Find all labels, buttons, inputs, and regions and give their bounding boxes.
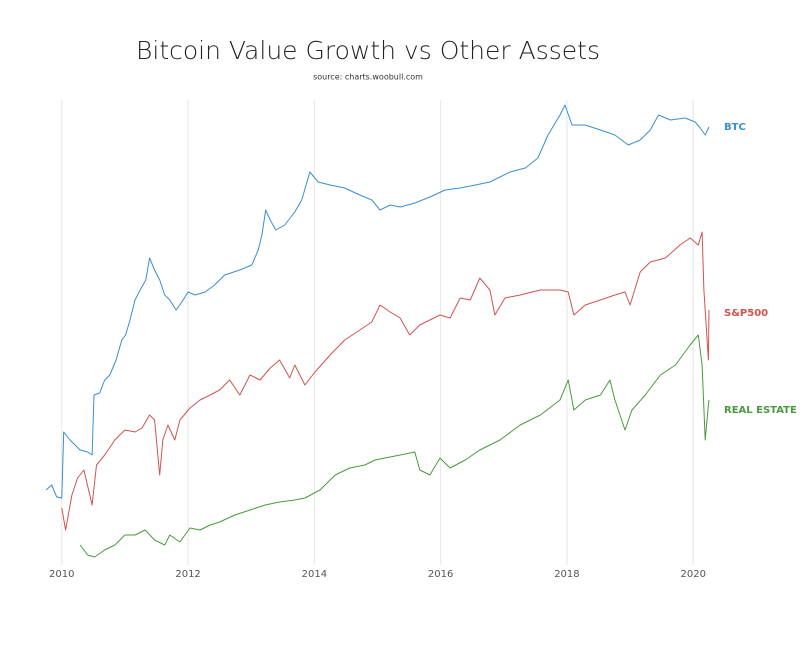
- x-tick-label: 2018: [554, 569, 579, 580]
- series-label: REAL ESTATE: [724, 405, 797, 416]
- x-tick-label: 2020: [680, 569, 705, 580]
- x-tick-label: 2016: [428, 569, 453, 580]
- x-tick-label: 2014: [302, 569, 327, 580]
- series-label: S&P500: [724, 308, 768, 319]
- series-line: [79, 334, 710, 558]
- x-tick-label: 2012: [175, 569, 200, 580]
- series-line: [61, 231, 710, 531]
- chart-subtitle: source: charts.woobull.com: [313, 73, 423, 82]
- chart-title: Bitcoin Value Growth vs Other Assets: [136, 36, 600, 65]
- series-label: BTC: [724, 122, 746, 133]
- series-line: [45, 104, 710, 499]
- x-tick-label: 2010: [49, 569, 74, 580]
